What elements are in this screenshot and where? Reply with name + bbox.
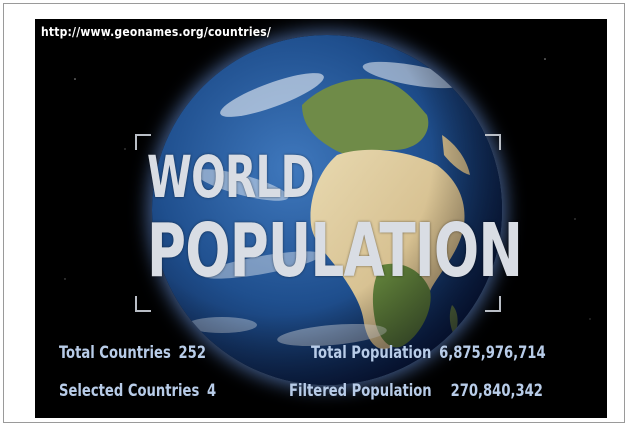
starfield (64, 38, 591, 320)
title-block: WORLD POPULATION (135, 134, 523, 312)
filtered-population-stat: Filtered Population 270,840,342 (289, 381, 543, 401)
dashboard-frame: http://www.geonames.org/countries/ WORLD… (3, 3, 625, 423)
total-population-stat: Total Population 6,875,976,714 (311, 343, 546, 363)
total-population-label: Total Population (311, 343, 432, 363)
title-world: WORLD (147, 143, 314, 211)
source-url-link[interactable]: http://www.geonames.org/countries/ (41, 25, 272, 39)
world-population-banner: http://www.geonames.org/countries/ WORLD… (35, 19, 607, 418)
globe-image (152, 35, 502, 385)
corner-bracket-icon (135, 296, 151, 312)
filtered-population-value: 270,840,342 (450, 381, 543, 401)
corner-bracket-icon (135, 134, 151, 150)
total-countries-stat: Total Countries 252 (59, 343, 206, 363)
selected-countries-label: Selected Countries (59, 381, 200, 401)
total-countries-label: Total Countries (59, 343, 171, 363)
title-population: POPULATION (147, 208, 523, 294)
total-population-value: 6,875,976,714 (439, 343, 546, 363)
selected-countries-stat: Selected Countries 4 (59, 381, 216, 401)
filtered-population-label: Filtered Population (289, 381, 432, 401)
corner-bracket-icon (485, 134, 501, 150)
corner-bracket-icon (485, 296, 501, 312)
total-countries-value: 252 (178, 343, 206, 363)
selected-countries-value: 4 (207, 381, 217, 401)
